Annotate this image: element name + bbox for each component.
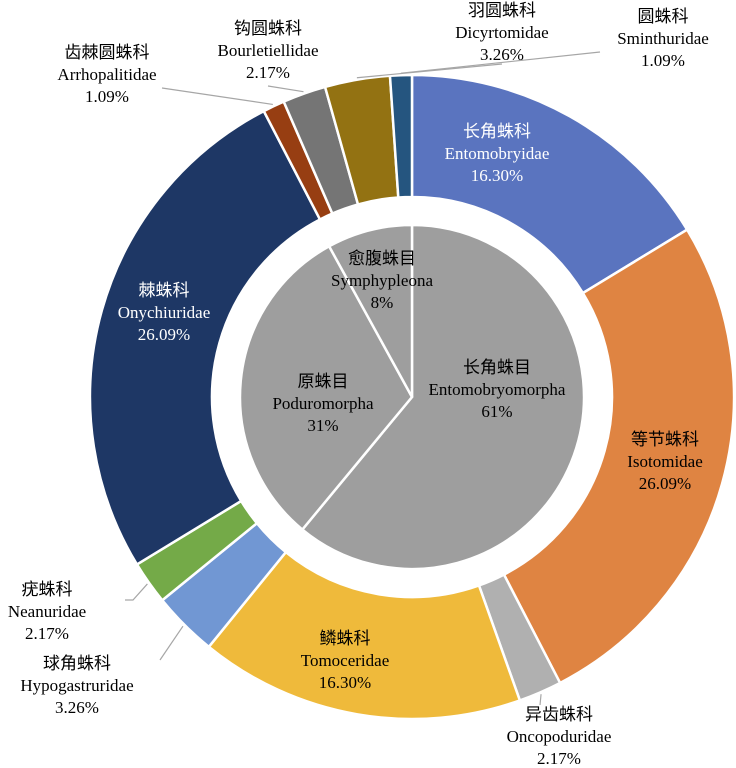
label-line: Arrhopalitidae [57, 65, 156, 84]
label-line: 原蛛目 [298, 372, 349, 391]
label-line: 26.09% [138, 325, 190, 344]
label-line: 61% [481, 402, 512, 421]
label-bour: 钩圆蛛科 Bourletiellidae 2.17% [217, 19, 318, 82]
label-onych: 棘蛛科 Onychiuridae 26.09% [118, 281, 211, 344]
leader-lines [125, 51, 601, 706]
label-line: 圆蛛科 [638, 7, 689, 26]
label-line: 3.26% [55, 698, 99, 717]
label-line: Bourletiellidae [217, 41, 318, 60]
label-line: Entomobryomorpha [429, 380, 566, 399]
label-line: Onychiuridae [118, 303, 211, 322]
label-line: 16.30% [471, 166, 523, 185]
leader-arrh [161, 87, 273, 106]
label-arrh: 齿棘圆蛛科 Arrhopalitidae 1.09% [57, 43, 156, 106]
label-ento: 长角蛛科 Entomobryidae 16.30% [445, 122, 550, 185]
leader-hypo [159, 625, 184, 661]
label-line: 疣蛛科 [22, 580, 73, 599]
pie-slice-podu [238, 244, 414, 532]
ring-slice-iso [502, 227, 736, 685]
label-line: 1.09% [85, 87, 129, 106]
label-line: 26.09% [639, 474, 691, 493]
label-symp: 愈腹蛛目 Symphypleona 8% [331, 249, 433, 312]
label-line: 异齿蛛科 [525, 705, 593, 724]
label-line: 等节蛛科 [631, 430, 699, 449]
label-line: Neanuridae [8, 602, 86, 621]
leader-bour [267, 85, 304, 93]
label-line: 2.17% [246, 63, 290, 82]
label-line: Poduromorpha [272, 394, 374, 413]
label-line: Tomoceridae [301, 651, 390, 670]
label-line: 羽圆蛛科 [468, 1, 536, 20]
label-tomo: 鳞蛛科 Tomoceridae 16.30% [301, 629, 390, 692]
label-line: 愈腹蛛目 [348, 249, 416, 268]
label-line: 钩圆蛛科 [234, 19, 302, 38]
label-line: 8% [371, 293, 394, 312]
label-nean: 疣蛛科 Neanuridae 2.17% [8, 580, 86, 643]
label-dicy: 羽圆蛛科 Dicyrtomidae 3.26% [455, 1, 548, 64]
leader-dicy [356, 63, 503, 79]
ring-slice-ento [410, 73, 689, 295]
inner-pie [238, 223, 586, 571]
label-line: 31% [307, 416, 338, 435]
label-onco: 异齿蛛科 Oncopoduridae 2.17% [507, 705, 612, 768]
label-line: 球角蛛科 [43, 654, 111, 673]
label-line: Entomobryidae [445, 144, 550, 163]
pie-slice-entom [300, 223, 586, 571]
label-line: Symphypleona [331, 271, 433, 290]
label-line: 长角蛛科 [463, 122, 531, 141]
label-line: 1.09% [641, 51, 685, 70]
label-line: 16.30% [319, 673, 371, 692]
label-entom: 长角蛛目 Entomobryomorpha 61% [429, 358, 566, 421]
label-line: Dicyrtomidae [455, 23, 548, 42]
label-line: Isotomidae [627, 452, 703, 471]
label-line: 棘蛛科 [139, 281, 190, 300]
ring-slice-smin [388, 73, 414, 199]
outer-ring [88, 73, 736, 721]
label-iso: 等节蛛科 Isotomidae 26.09% [627, 430, 703, 493]
leader-smin [400, 51, 601, 74]
label-line: 3.26% [480, 45, 524, 64]
label-line: 2.17% [25, 624, 69, 643]
label-line: 齿棘圆蛛科 [65, 43, 150, 62]
ring-slice-onych [88, 109, 322, 567]
pie-slice-symp [327, 223, 414, 398]
label-line: 鳞蛛科 [320, 629, 371, 648]
leader-onco [539, 694, 542, 706]
leader-nean [125, 583, 148, 601]
label-hypo: 球角蛛科 Hypogastruridae 3.26% [20, 654, 133, 717]
label-smin: 圆蛛科 Sminthuridae 1.09% [617, 7, 709, 70]
label-line: Hypogastruridae [20, 676, 133, 695]
label-line: 长角蛛目 [463, 358, 531, 377]
label-line: 2.17% [537, 749, 581, 768]
ring-slice-tomo [207, 550, 522, 721]
slice-labels: 长角蛛科 Entomobryidae 16.30% 等节蛛科 Isotomidae 26.… [8, 1, 709, 768]
label-line: Sminthuridae [617, 29, 709, 48]
label-podu: 原蛛目 Poduromorpha 31% [272, 372, 374, 435]
label-line: Oncopoduridae [507, 727, 612, 746]
